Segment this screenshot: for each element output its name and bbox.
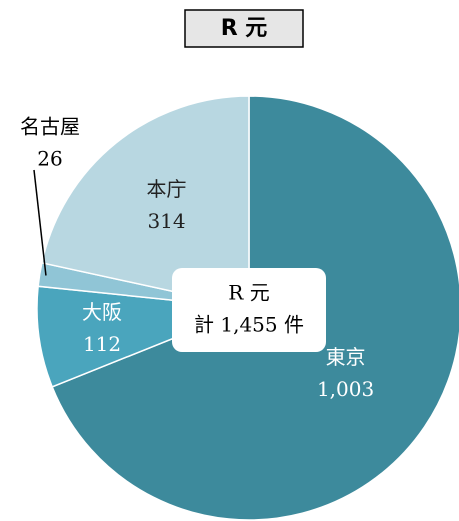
- slice-label: 東京: [326, 345, 366, 369]
- slice-value: 1,003: [317, 377, 374, 401]
- slice-value: 314: [147, 209, 185, 233]
- title-box: [184, 9, 304, 48]
- slice-label: 本庁: [147, 177, 187, 201]
- chart-title: R 元: [221, 16, 268, 41]
- pie-slice: [40, 95, 250, 309]
- leader-line: [33, 169, 47, 276]
- center-box: [172, 268, 326, 352]
- slice-label: 大阪: [82, 300, 122, 324]
- slice-value: 112: [83, 332, 121, 356]
- slice-label: 名古屋: [20, 115, 80, 139]
- center-label: 計 1,455 件: [194, 313, 304, 337]
- center-label: R 元: [228, 281, 269, 305]
- slice-value: 26: [37, 147, 62, 171]
